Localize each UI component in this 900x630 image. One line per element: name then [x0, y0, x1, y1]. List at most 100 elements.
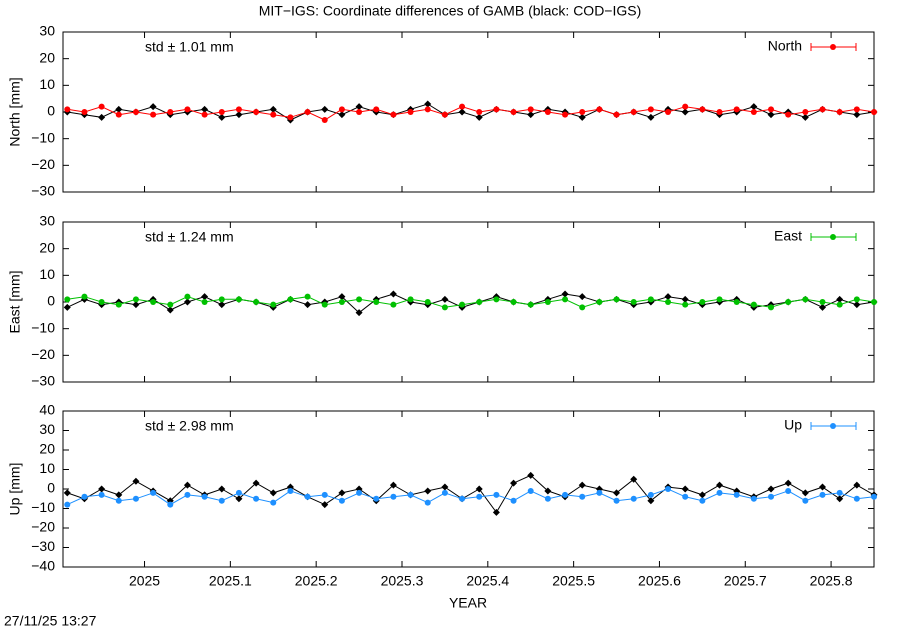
point: [132, 477, 140, 485]
point: [562, 491, 569, 498]
point: [321, 117, 328, 123]
point: [424, 499, 431, 506]
legend-label: Up: [784, 417, 802, 433]
point: [802, 497, 809, 504]
point: [407, 491, 414, 498]
point: [784, 479, 792, 487]
point: [476, 109, 483, 115]
point: [733, 106, 740, 113]
point: [527, 301, 534, 308]
point: [81, 293, 88, 300]
point: [269, 489, 277, 497]
x-tick-label: 2025.2: [295, 573, 338, 589]
point: [373, 106, 380, 113]
point: [819, 106, 826, 113]
y-tick-label: −20: [31, 519, 55, 535]
point: [459, 495, 466, 502]
point: [836, 495, 844, 503]
point: [356, 296, 363, 303]
point: [665, 299, 672, 305]
point: [493, 491, 500, 498]
point: [819, 483, 827, 491]
point: [63, 489, 71, 497]
y-tick-label: 30: [39, 213, 55, 229]
point: [389, 481, 397, 489]
point: [115, 111, 122, 118]
point: [871, 109, 877, 115]
point: [81, 109, 88, 115]
y-tick-label: 20: [39, 441, 55, 457]
point: [98, 485, 106, 493]
y-tick-label: 0: [47, 103, 55, 119]
point: [665, 109, 672, 115]
point: [355, 309, 363, 317]
point: [149, 103, 157, 111]
point: [510, 299, 517, 305]
point: [785, 487, 792, 494]
point: [338, 111, 346, 119]
y-tick-label: 0: [47, 480, 55, 496]
point: [218, 296, 225, 303]
point: [287, 487, 294, 494]
point: [269, 105, 277, 113]
point: [184, 106, 191, 113]
point: [853, 106, 860, 113]
point: [527, 106, 534, 113]
point: [647, 497, 655, 505]
x-tick-label: 2025.7: [724, 573, 767, 589]
point: [665, 486, 672, 492]
point: [561, 290, 569, 298]
point: [492, 508, 500, 516]
point: [699, 106, 706, 113]
point: [64, 106, 71, 113]
point: [681, 485, 689, 493]
point: [579, 493, 586, 500]
point: [699, 299, 706, 305]
point: [441, 111, 448, 118]
y-tick-label: 40: [39, 402, 55, 418]
point: [115, 497, 122, 504]
y-tick-label: 10: [39, 266, 55, 282]
point: [613, 497, 620, 504]
point: [767, 111, 775, 119]
point: [98, 491, 105, 498]
point: [424, 100, 432, 108]
point: [716, 296, 723, 303]
y-tick-label: −20: [31, 156, 55, 172]
point: [682, 103, 689, 110]
point: [424, 106, 431, 113]
point: [510, 497, 517, 504]
point: [647, 491, 654, 498]
point: [304, 293, 311, 300]
point: [132, 109, 139, 115]
point: [218, 301, 226, 309]
point: [836, 295, 844, 303]
point: [698, 491, 706, 499]
point: [235, 495, 243, 503]
point: [630, 109, 637, 115]
point: [167, 501, 174, 508]
point: [132, 495, 139, 502]
point: [201, 493, 208, 500]
point: [476, 493, 483, 500]
point: [716, 489, 723, 496]
point: [871, 493, 877, 500]
point: [253, 495, 260, 502]
x-tick-label: 2025.3: [381, 573, 424, 589]
point: [647, 296, 654, 303]
point: [785, 111, 792, 118]
point: [768, 304, 775, 311]
y-tick-label: 30: [39, 421, 55, 437]
point: [682, 301, 689, 308]
point: [253, 109, 260, 115]
point: [596, 299, 603, 305]
point: [201, 293, 209, 301]
point: [578, 293, 586, 301]
point: [338, 293, 346, 301]
y-tick-label: 10: [39, 76, 55, 92]
point: [768, 493, 775, 500]
point: [321, 105, 329, 113]
point: [750, 301, 757, 308]
point: [166, 306, 174, 314]
